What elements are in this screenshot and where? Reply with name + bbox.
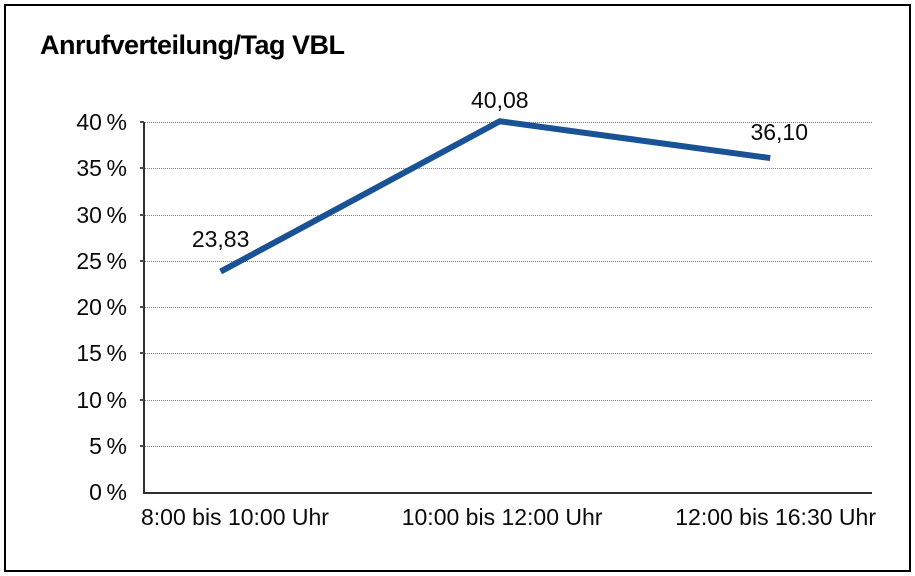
data-point-label: 40,08 (470, 87, 529, 114)
y-tick-label: 40 % (76, 109, 127, 135)
x-tick-label: 8:00 bis 10:00 Uhr (141, 504, 329, 530)
plot-area: 0 % 5 % 10 % 15 % 20 % 25 % 30 % 35 % 40 % 23,83… (76, 87, 876, 530)
x-axis-tick-labels: 8:00 bis 10:00 Uhr 10:00 bis 12:00 Uhr 12:… (141, 504, 876, 530)
y-axis-tick-mark (140, 121, 144, 123)
y-axis-tick-mark (140, 213, 144, 216)
y-tick-label: 30 % (76, 201, 127, 228)
gridline (145, 399, 872, 401)
data-point-label: 23,83 (191, 225, 250, 252)
y-axis-tick-mark (140, 444, 144, 447)
y-axis-tick-mark (140, 398, 144, 401)
gridline (145, 307, 872, 308)
gridline (145, 445, 872, 447)
data-point-label: 36,10 (750, 119, 808, 146)
y-tick-label: 20 % (76, 294, 127, 320)
x-tick-label: 12:00 bis 16:30 Uhr (675, 504, 876, 530)
y-tick-label: 15 % (76, 340, 127, 367)
x-tick-label: 10:00 bis 12:00 Uhr (401, 504, 603, 530)
chart-title: Anrufverteilung/Tag VBL (40, 30, 345, 60)
y-tick-label: 0 % (89, 479, 127, 505)
line-series-svg (219, 118, 771, 275)
chart-frame: Anrufverteilung/Tag VBL 0 % 5 % 10 % 15 % 20… (4, 4, 911, 572)
y-tick-label: 25 % (76, 247, 127, 274)
y-tick-label: 5 % (89, 432, 127, 459)
data-line (219, 118, 771, 275)
y-axis-tick-mark (140, 352, 144, 355)
y-axis-tick-mark (140, 167, 144, 170)
y-tick-label: 10 % (76, 386, 127, 413)
gridline (145, 260, 872, 262)
y-tick-label: 35 % (76, 155, 127, 182)
gridline (145, 168, 872, 170)
gridline (145, 214, 872, 216)
gridline (145, 353, 872, 355)
y-axis-tick-mark (140, 259, 144, 262)
y-axis-tick-mark (140, 306, 144, 308)
